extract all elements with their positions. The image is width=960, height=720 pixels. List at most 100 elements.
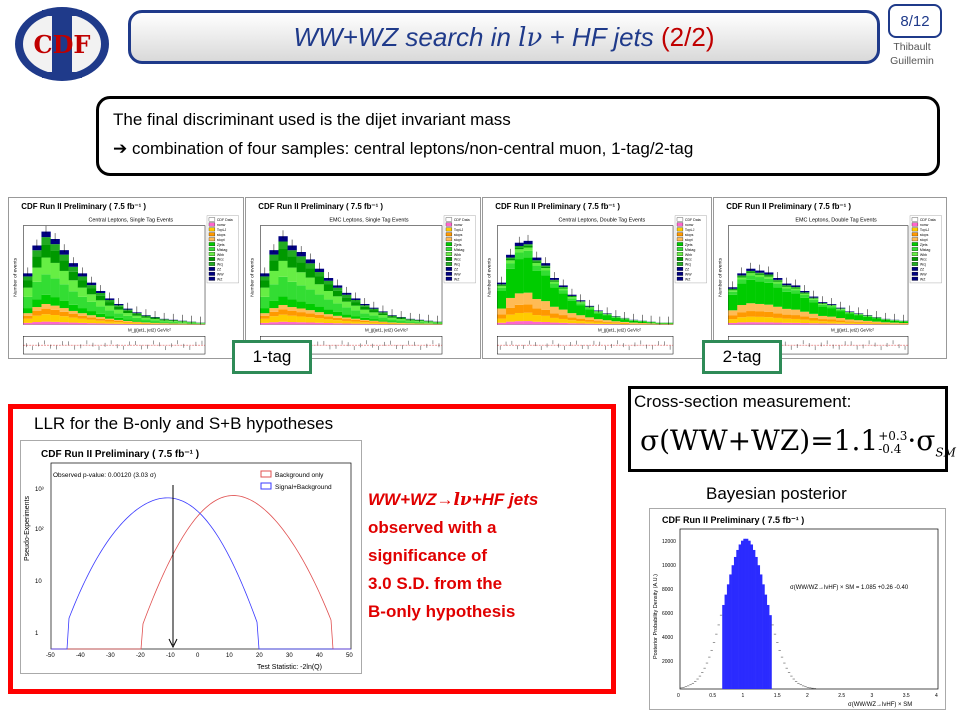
histogram-bar (305, 263, 315, 269)
histogram-bar (332, 323, 343, 325)
histogram-bar (514, 247, 524, 250)
histogram-bar (105, 302, 115, 306)
svg-text:CDF Run II Preliminary ( 7.5 f: CDF Run II Preliminary ( 7.5 fb⁻¹ ) (41, 449, 199, 460)
histogram-bar (305, 289, 315, 304)
y-tick-label: 6000 (662, 611, 673, 617)
histogram-bar (800, 295, 810, 298)
histogram-bar (567, 300, 577, 314)
histogram-bar (549, 313, 559, 318)
histogram-bar (532, 321, 542, 325)
histogram-bar (764, 275, 774, 277)
legend-entry: Wcj (454, 263, 460, 267)
histogram-bar (629, 322, 639, 324)
histogram-bar (68, 314, 78, 318)
cdf-logo: CDF (15, 7, 109, 81)
histogram-bar (549, 283, 559, 288)
histogram-bar (296, 272, 306, 286)
histogram-bar (369, 310, 379, 313)
histogram-bar (95, 317, 106, 319)
histogram-bar (278, 314, 288, 322)
histogram-bar (773, 281, 783, 284)
histogram-bar (800, 293, 810, 294)
histogram-bar (32, 322, 42, 325)
histogram-bar (818, 323, 828, 325)
histogram-bar (332, 296, 343, 304)
histogram-bar (818, 315, 828, 320)
histogram-bar (576, 323, 586, 325)
histogram-bar (405, 320, 415, 322)
histogram-bar (50, 244, 60, 251)
histogram-bar (287, 315, 297, 323)
histogram-bar (369, 315, 379, 320)
histogram-bar (585, 308, 595, 310)
histogram-bar (782, 286, 792, 289)
histogram-bar (506, 258, 516, 261)
histogram-bar (773, 322, 783, 325)
histogram-bar (23, 313, 33, 316)
y-tick-label: 2000 (662, 659, 673, 665)
ratio-panel (23, 336, 206, 355)
legend-entry: WZ (685, 277, 691, 281)
histogram-bar (523, 292, 533, 305)
histogram-bar (360, 320, 370, 323)
svg-text:Number of events: Number of events (717, 257, 723, 296)
histogram-bar (68, 310, 78, 315)
histogram-bar (585, 317, 595, 320)
histogram-bar (287, 250, 297, 257)
page-number: 8/12 (888, 4, 942, 38)
histogram-bar (827, 321, 837, 324)
histogram-bar (881, 323, 891, 325)
histogram-bar (369, 312, 379, 316)
histogram-bar (541, 266, 551, 269)
histogram-bar (755, 311, 765, 317)
histogram-bar (836, 323, 846, 325)
histogram-bar (602, 322, 612, 324)
histogram-bar (269, 284, 279, 301)
x-tick-label: 1 (742, 693, 745, 699)
histogram-bar (737, 312, 747, 318)
histogram-bar (23, 280, 33, 288)
histogram-bar (150, 323, 160, 325)
histogram-bar (585, 319, 595, 322)
histogram-bar (114, 305, 124, 307)
histogram-bar (549, 306, 559, 314)
histogram-bar (809, 302, 819, 314)
histogram-bar (728, 322, 738, 325)
histogram-bar (278, 305, 288, 310)
histogram-bar (159, 321, 169, 323)
histogram-bar (532, 299, 542, 309)
histogram-bar (32, 311, 42, 316)
histogram-bar (764, 276, 774, 279)
histogram-bar (114, 322, 124, 324)
legend-entry: WW (217, 273, 224, 277)
histogram-bar (541, 275, 551, 302)
histogram-bar (332, 317, 343, 321)
histogram-bar (123, 313, 133, 316)
svg-text:M_jj(jet1, jet2) GeV/c²: M_jj(jet1, jet2) GeV/c² (598, 327, 641, 332)
histogram-bar (514, 293, 524, 305)
histogram-bar (576, 315, 586, 319)
histogram-bar (872, 323, 882, 325)
histogram-bar (369, 321, 379, 323)
histogram-bar (809, 323, 819, 325)
histogram-bar (68, 291, 78, 305)
svg-text:Pseudo-Experiments: Pseudo-Experiments (24, 496, 31, 561)
histogram-bar (260, 322, 270, 325)
histogram-bar (351, 316, 361, 319)
histogram-bar (342, 314, 352, 318)
histogram-bar (576, 303, 586, 306)
histogram-bar (287, 299, 297, 308)
histogram-bar (567, 317, 577, 321)
histogram-bar (827, 323, 837, 325)
posterior-bar (738, 544, 742, 689)
histogram-bar (360, 306, 370, 310)
legend-entry: stopt (685, 238, 693, 242)
histogram-bar (351, 310, 361, 317)
histogram-bar (159, 322, 169, 324)
histogram-bar (737, 279, 747, 284)
histogram-bar (576, 302, 586, 304)
histogram-bar (342, 323, 352, 325)
histogram-bar (611, 317, 621, 322)
histogram-bar (342, 319, 352, 321)
legend-entry: Wcc (685, 258, 692, 262)
